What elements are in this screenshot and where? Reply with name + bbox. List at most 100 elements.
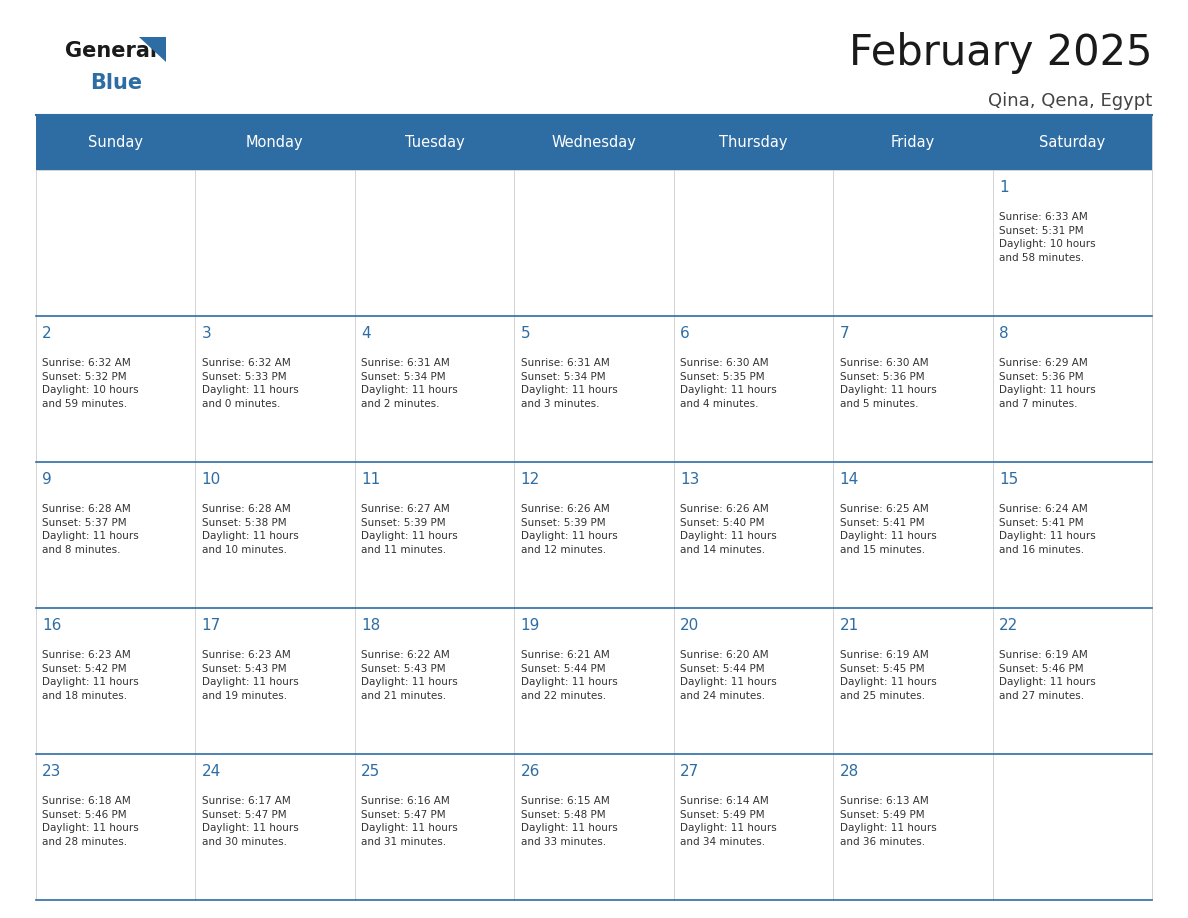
Bar: [514, 754, 674, 900]
Bar: [674, 170, 833, 316]
Bar: [36, 462, 195, 608]
Bar: [355, 462, 514, 608]
Bar: [195, 316, 355, 462]
Text: Sunrise: 6:23 AM
Sunset: 5:43 PM
Daylight: 11 hours
and 19 minutes.: Sunrise: 6:23 AM Sunset: 5:43 PM Dayligh…: [202, 650, 298, 700]
Text: Sunrise: 6:23 AM
Sunset: 5:42 PM
Daylight: 11 hours
and 18 minutes.: Sunrise: 6:23 AM Sunset: 5:42 PM Dayligh…: [42, 650, 139, 700]
Text: 10: 10: [202, 472, 221, 487]
Bar: [674, 608, 833, 754]
Bar: [993, 754, 1152, 900]
Text: 4: 4: [361, 326, 371, 341]
Text: Sunday: Sunday: [88, 135, 143, 150]
Text: Sunrise: 6:18 AM
Sunset: 5:46 PM
Daylight: 11 hours
and 28 minutes.: Sunrise: 6:18 AM Sunset: 5:46 PM Dayligh…: [42, 796, 139, 846]
Bar: [514, 115, 674, 170]
Bar: [993, 115, 1152, 170]
Text: 21: 21: [840, 618, 859, 633]
Bar: [355, 754, 514, 900]
Text: Sunrise: 6:32 AM
Sunset: 5:33 PM
Daylight: 11 hours
and 0 minutes.: Sunrise: 6:32 AM Sunset: 5:33 PM Dayligh…: [202, 358, 298, 409]
Text: 23: 23: [42, 764, 62, 778]
Bar: [833, 608, 993, 754]
Text: 26: 26: [520, 764, 541, 778]
Text: Friday: Friday: [891, 135, 935, 150]
Text: Sunrise: 6:28 AM
Sunset: 5:37 PM
Daylight: 11 hours
and 8 minutes.: Sunrise: 6:28 AM Sunset: 5:37 PM Dayligh…: [42, 504, 139, 554]
Bar: [514, 170, 674, 316]
Text: Qina, Qena, Egypt: Qina, Qena, Egypt: [988, 92, 1152, 110]
Text: Sunrise: 6:31 AM
Sunset: 5:34 PM
Daylight: 11 hours
and 2 minutes.: Sunrise: 6:31 AM Sunset: 5:34 PM Dayligh…: [361, 358, 457, 409]
Text: 20: 20: [681, 618, 700, 633]
Text: 12: 12: [520, 472, 539, 487]
Text: Sunrise: 6:15 AM
Sunset: 5:48 PM
Daylight: 11 hours
and 33 minutes.: Sunrise: 6:15 AM Sunset: 5:48 PM Dayligh…: [520, 796, 618, 846]
Bar: [833, 115, 993, 170]
Bar: [833, 316, 993, 462]
Bar: [993, 608, 1152, 754]
Text: 2: 2: [42, 326, 51, 341]
Bar: [514, 608, 674, 754]
Text: 1: 1: [999, 180, 1009, 195]
Bar: [833, 754, 993, 900]
Text: 8: 8: [999, 326, 1009, 341]
Bar: [674, 316, 833, 462]
Text: Sunrise: 6:14 AM
Sunset: 5:49 PM
Daylight: 11 hours
and 34 minutes.: Sunrise: 6:14 AM Sunset: 5:49 PM Dayligh…: [681, 796, 777, 846]
Text: Sunrise: 6:32 AM
Sunset: 5:32 PM
Daylight: 10 hours
and 59 minutes.: Sunrise: 6:32 AM Sunset: 5:32 PM Dayligh…: [42, 358, 139, 409]
Text: Sunrise: 6:20 AM
Sunset: 5:44 PM
Daylight: 11 hours
and 24 minutes.: Sunrise: 6:20 AM Sunset: 5:44 PM Dayligh…: [681, 650, 777, 700]
Text: 28: 28: [840, 764, 859, 778]
Text: Sunrise: 6:30 AM
Sunset: 5:35 PM
Daylight: 11 hours
and 4 minutes.: Sunrise: 6:30 AM Sunset: 5:35 PM Dayligh…: [681, 358, 777, 409]
Text: 9: 9: [42, 472, 52, 487]
Text: Sunrise: 6:25 AM
Sunset: 5:41 PM
Daylight: 11 hours
and 15 minutes.: Sunrise: 6:25 AM Sunset: 5:41 PM Dayligh…: [840, 504, 936, 554]
Bar: [514, 462, 674, 608]
Text: Thursday: Thursday: [719, 135, 788, 150]
Text: Sunrise: 6:27 AM
Sunset: 5:39 PM
Daylight: 11 hours
and 11 minutes.: Sunrise: 6:27 AM Sunset: 5:39 PM Dayligh…: [361, 504, 457, 554]
Text: 3: 3: [202, 326, 211, 341]
Bar: [355, 608, 514, 754]
Text: 15: 15: [999, 472, 1018, 487]
Bar: [674, 115, 833, 170]
Text: Sunrise: 6:29 AM
Sunset: 5:36 PM
Daylight: 11 hours
and 7 minutes.: Sunrise: 6:29 AM Sunset: 5:36 PM Dayligh…: [999, 358, 1097, 409]
Bar: [36, 754, 195, 900]
Text: 19: 19: [520, 618, 541, 633]
Text: 6: 6: [681, 326, 690, 341]
Bar: [195, 754, 355, 900]
Bar: [36, 115, 195, 170]
Bar: [195, 115, 355, 170]
Text: General: General: [65, 41, 157, 62]
Text: Sunrise: 6:22 AM
Sunset: 5:43 PM
Daylight: 11 hours
and 21 minutes.: Sunrise: 6:22 AM Sunset: 5:43 PM Dayligh…: [361, 650, 457, 700]
Text: 11: 11: [361, 472, 380, 487]
Text: 5: 5: [520, 326, 530, 341]
Text: Blue: Blue: [90, 73, 143, 94]
Text: Sunrise: 6:21 AM
Sunset: 5:44 PM
Daylight: 11 hours
and 22 minutes.: Sunrise: 6:21 AM Sunset: 5:44 PM Dayligh…: [520, 650, 618, 700]
Text: Sunrise: 6:13 AM
Sunset: 5:49 PM
Daylight: 11 hours
and 36 minutes.: Sunrise: 6:13 AM Sunset: 5:49 PM Dayligh…: [840, 796, 936, 846]
Bar: [993, 316, 1152, 462]
Text: 25: 25: [361, 764, 380, 778]
Text: Sunrise: 6:33 AM
Sunset: 5:31 PM
Daylight: 10 hours
and 58 minutes.: Sunrise: 6:33 AM Sunset: 5:31 PM Dayligh…: [999, 212, 1095, 263]
Bar: [195, 170, 355, 316]
Text: Monday: Monday: [246, 135, 304, 150]
Bar: [514, 316, 674, 462]
Text: 18: 18: [361, 618, 380, 633]
Text: 24: 24: [202, 764, 221, 778]
Text: 13: 13: [681, 472, 700, 487]
Text: February 2025: February 2025: [849, 32, 1152, 74]
Text: 27: 27: [681, 764, 700, 778]
Text: Wednesday: Wednesday: [551, 135, 637, 150]
Bar: [355, 115, 514, 170]
Text: 22: 22: [999, 618, 1018, 633]
Text: Sunrise: 6:19 AM
Sunset: 5:45 PM
Daylight: 11 hours
and 25 minutes.: Sunrise: 6:19 AM Sunset: 5:45 PM Dayligh…: [840, 650, 936, 700]
Text: 14: 14: [840, 472, 859, 487]
Text: Sunrise: 6:26 AM
Sunset: 5:40 PM
Daylight: 11 hours
and 14 minutes.: Sunrise: 6:26 AM Sunset: 5:40 PM Dayligh…: [681, 504, 777, 554]
Text: 7: 7: [840, 326, 849, 341]
Bar: [195, 462, 355, 608]
Text: Sunrise: 6:16 AM
Sunset: 5:47 PM
Daylight: 11 hours
and 31 minutes.: Sunrise: 6:16 AM Sunset: 5:47 PM Dayligh…: [361, 796, 457, 846]
Text: Sunrise: 6:17 AM
Sunset: 5:47 PM
Daylight: 11 hours
and 30 minutes.: Sunrise: 6:17 AM Sunset: 5:47 PM Dayligh…: [202, 796, 298, 846]
Bar: [833, 170, 993, 316]
Text: Sunrise: 6:26 AM
Sunset: 5:39 PM
Daylight: 11 hours
and 12 minutes.: Sunrise: 6:26 AM Sunset: 5:39 PM Dayligh…: [520, 504, 618, 554]
Bar: [355, 316, 514, 462]
Text: Tuesday: Tuesday: [405, 135, 465, 150]
Polygon shape: [139, 37, 166, 62]
Bar: [674, 754, 833, 900]
Bar: [355, 170, 514, 316]
Text: Sunrise: 6:24 AM
Sunset: 5:41 PM
Daylight: 11 hours
and 16 minutes.: Sunrise: 6:24 AM Sunset: 5:41 PM Dayligh…: [999, 504, 1097, 554]
Text: 17: 17: [202, 618, 221, 633]
Text: Sunrise: 6:30 AM
Sunset: 5:36 PM
Daylight: 11 hours
and 5 minutes.: Sunrise: 6:30 AM Sunset: 5:36 PM Dayligh…: [840, 358, 936, 409]
Bar: [993, 170, 1152, 316]
Bar: [833, 462, 993, 608]
Text: Sunrise: 6:28 AM
Sunset: 5:38 PM
Daylight: 11 hours
and 10 minutes.: Sunrise: 6:28 AM Sunset: 5:38 PM Dayligh…: [202, 504, 298, 554]
